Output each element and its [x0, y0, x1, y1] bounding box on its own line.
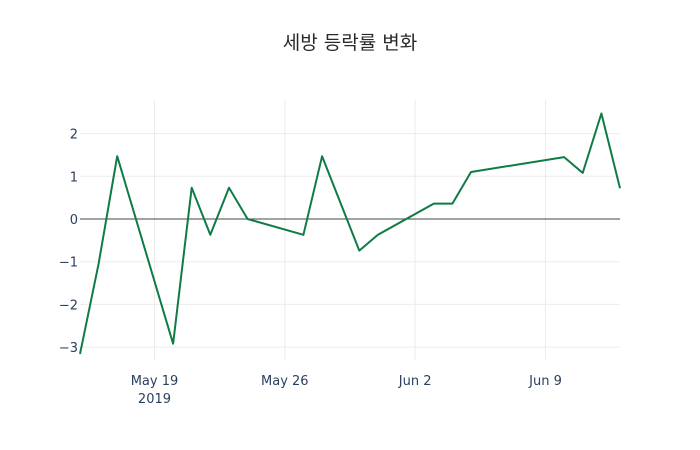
y-tick-label: −3 [59, 341, 78, 356]
y-tick-label: −2 [59, 298, 78, 313]
x-tick-label: May 19 [131, 374, 179, 389]
y-tick-label: −1 [59, 256, 78, 271]
x-tick-label: May 26 [261, 374, 309, 389]
series-line[interactable] [79, 112, 621, 355]
x-axis: May 19 2019 May 26 Jun 2 Jun 9 [131, 374, 562, 407]
y-tick-label: 2 [70, 128, 78, 143]
chart-title: 세방 등락률 변화 [282, 32, 418, 54]
x-tick-year-label: 2019 [138, 392, 171, 407]
x-tick-label: Jun 9 [528, 374, 562, 389]
y-tick-label: 1 [70, 170, 78, 185]
y-axis: 2 1 0 −1 −2 −3 [59, 128, 78, 357]
x-tick-label: Jun 2 [398, 374, 432, 389]
gridlines [80, 100, 620, 360]
y-tick-label: 0 [70, 213, 78, 228]
